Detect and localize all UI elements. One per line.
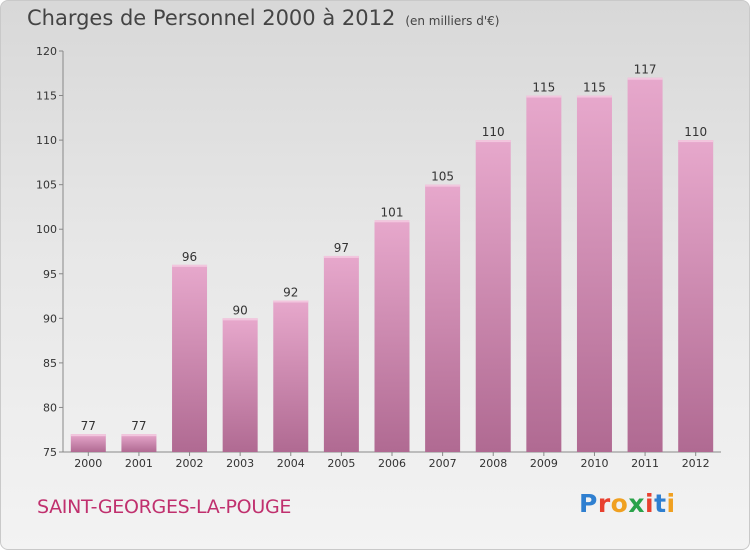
value-label-2001: 77 — [131, 419, 146, 433]
bar-2008 — [475, 140, 511, 452]
y-tick-label: 110 — [36, 134, 57, 147]
value-label-2008: 110 — [482, 125, 505, 139]
bar-2006 — [374, 220, 410, 452]
value-label-2004: 92 — [283, 286, 298, 300]
value-label-2012: 110 — [684, 125, 707, 139]
bar-2010 — [576, 95, 612, 453]
x-tick-label-2005: 2005 — [327, 457, 355, 470]
x-tick-label-2006: 2006 — [378, 457, 406, 470]
bar-top-edge — [526, 95, 562, 98]
y-tick-label: 90 — [43, 312, 57, 325]
bar-2007 — [425, 184, 461, 452]
value-label-2010: 115 — [583, 81, 606, 95]
x-tick-label-2011: 2011 — [631, 457, 659, 470]
value-label-2011: 117 — [634, 63, 657, 77]
bar-top-edge — [323, 255, 359, 258]
logo-letter: t — [654, 489, 667, 518]
x-tick-label-2001: 2001 — [125, 457, 153, 470]
x-tick-label-2010: 2010 — [580, 457, 608, 470]
bar-top-edge — [678, 140, 714, 143]
bar-2003 — [222, 318, 258, 452]
chart-title: Charges de Personnel 2000 à 2012 (en mill… — [27, 6, 499, 30]
bar-top-edge — [70, 434, 106, 437]
value-label-2002: 96 — [182, 250, 197, 264]
bar-top-edge — [172, 264, 208, 267]
y-tick-label: 105 — [36, 179, 57, 192]
logo-letter: x — [628, 489, 645, 518]
y-tick-label: 75 — [43, 446, 57, 459]
bar-2005 — [323, 255, 359, 452]
chart-title-text: Charges de Personnel 2000 à 2012 — [27, 6, 396, 30]
bar-2009 — [526, 95, 562, 453]
chart-subtitle: (en milliers d'€) — [405, 14, 500, 28]
bar-2002 — [172, 264, 208, 452]
bar-2012 — [678, 140, 714, 452]
bar-top-edge — [425, 184, 461, 187]
x-tick-label-2002: 2002 — [176, 457, 204, 470]
commune-name: SAINT-GEORGES-LA-POUGE — [37, 496, 292, 518]
value-label-2007: 105 — [431, 170, 454, 184]
value-label-2009: 115 — [532, 81, 555, 95]
bar-2004 — [273, 300, 309, 452]
chart-bars — [70, 77, 714, 453]
y-tick-label: 95 — [43, 268, 57, 281]
y-tick-label: 85 — [43, 357, 57, 370]
chart-axes: 75 80 85 90 95 100 105 110 115 120 — [36, 45, 721, 459]
y-tick-label: 120 — [36, 45, 57, 58]
logo-letter: o — [610, 489, 629, 518]
x-tick-label-2008: 2008 — [479, 457, 507, 470]
bar-top-edge — [374, 220, 410, 223]
y-tick-label: 80 — [43, 401, 57, 414]
logo-letter: i — [666, 489, 676, 518]
x-tick-label-2000: 2000 — [74, 457, 102, 470]
bar-2011 — [627, 77, 663, 452]
logo-letter: P — [579, 489, 598, 518]
bar-top-edge — [576, 95, 612, 98]
y-tick-label: 100 — [36, 223, 57, 236]
bar-top-edge — [475, 140, 511, 143]
proxiti-logo: Proxiti — [579, 489, 676, 518]
chart-labels: 77 2000 77 2001 96 2002 90 2003 92 2004 97 2005 101 2… — [74, 63, 709, 470]
value-label-2006: 101 — [381, 205, 404, 219]
x-tick-label-2007: 2007 — [429, 457, 457, 470]
bar-2000 — [70, 434, 106, 452]
bar-top-edge — [222, 318, 258, 321]
x-tick-label-2009: 2009 — [530, 457, 558, 470]
y-tick-label: 115 — [36, 90, 57, 103]
x-tick-label-2004: 2004 — [277, 457, 305, 470]
bar-top-edge — [627, 77, 663, 80]
x-tick-label-2012: 2012 — [682, 457, 710, 470]
value-label-2003: 90 — [233, 303, 248, 317]
x-tick-label-2003: 2003 — [226, 457, 254, 470]
logo-letter: r — [597, 489, 611, 518]
logo-letter: i — [645, 489, 655, 518]
value-label-2000: 77 — [81, 419, 96, 433]
bar-2001 — [121, 434, 157, 452]
value-label-2005: 97 — [334, 241, 349, 255]
bar-top-edge — [121, 434, 157, 437]
bar-top-edge — [273, 300, 309, 303]
